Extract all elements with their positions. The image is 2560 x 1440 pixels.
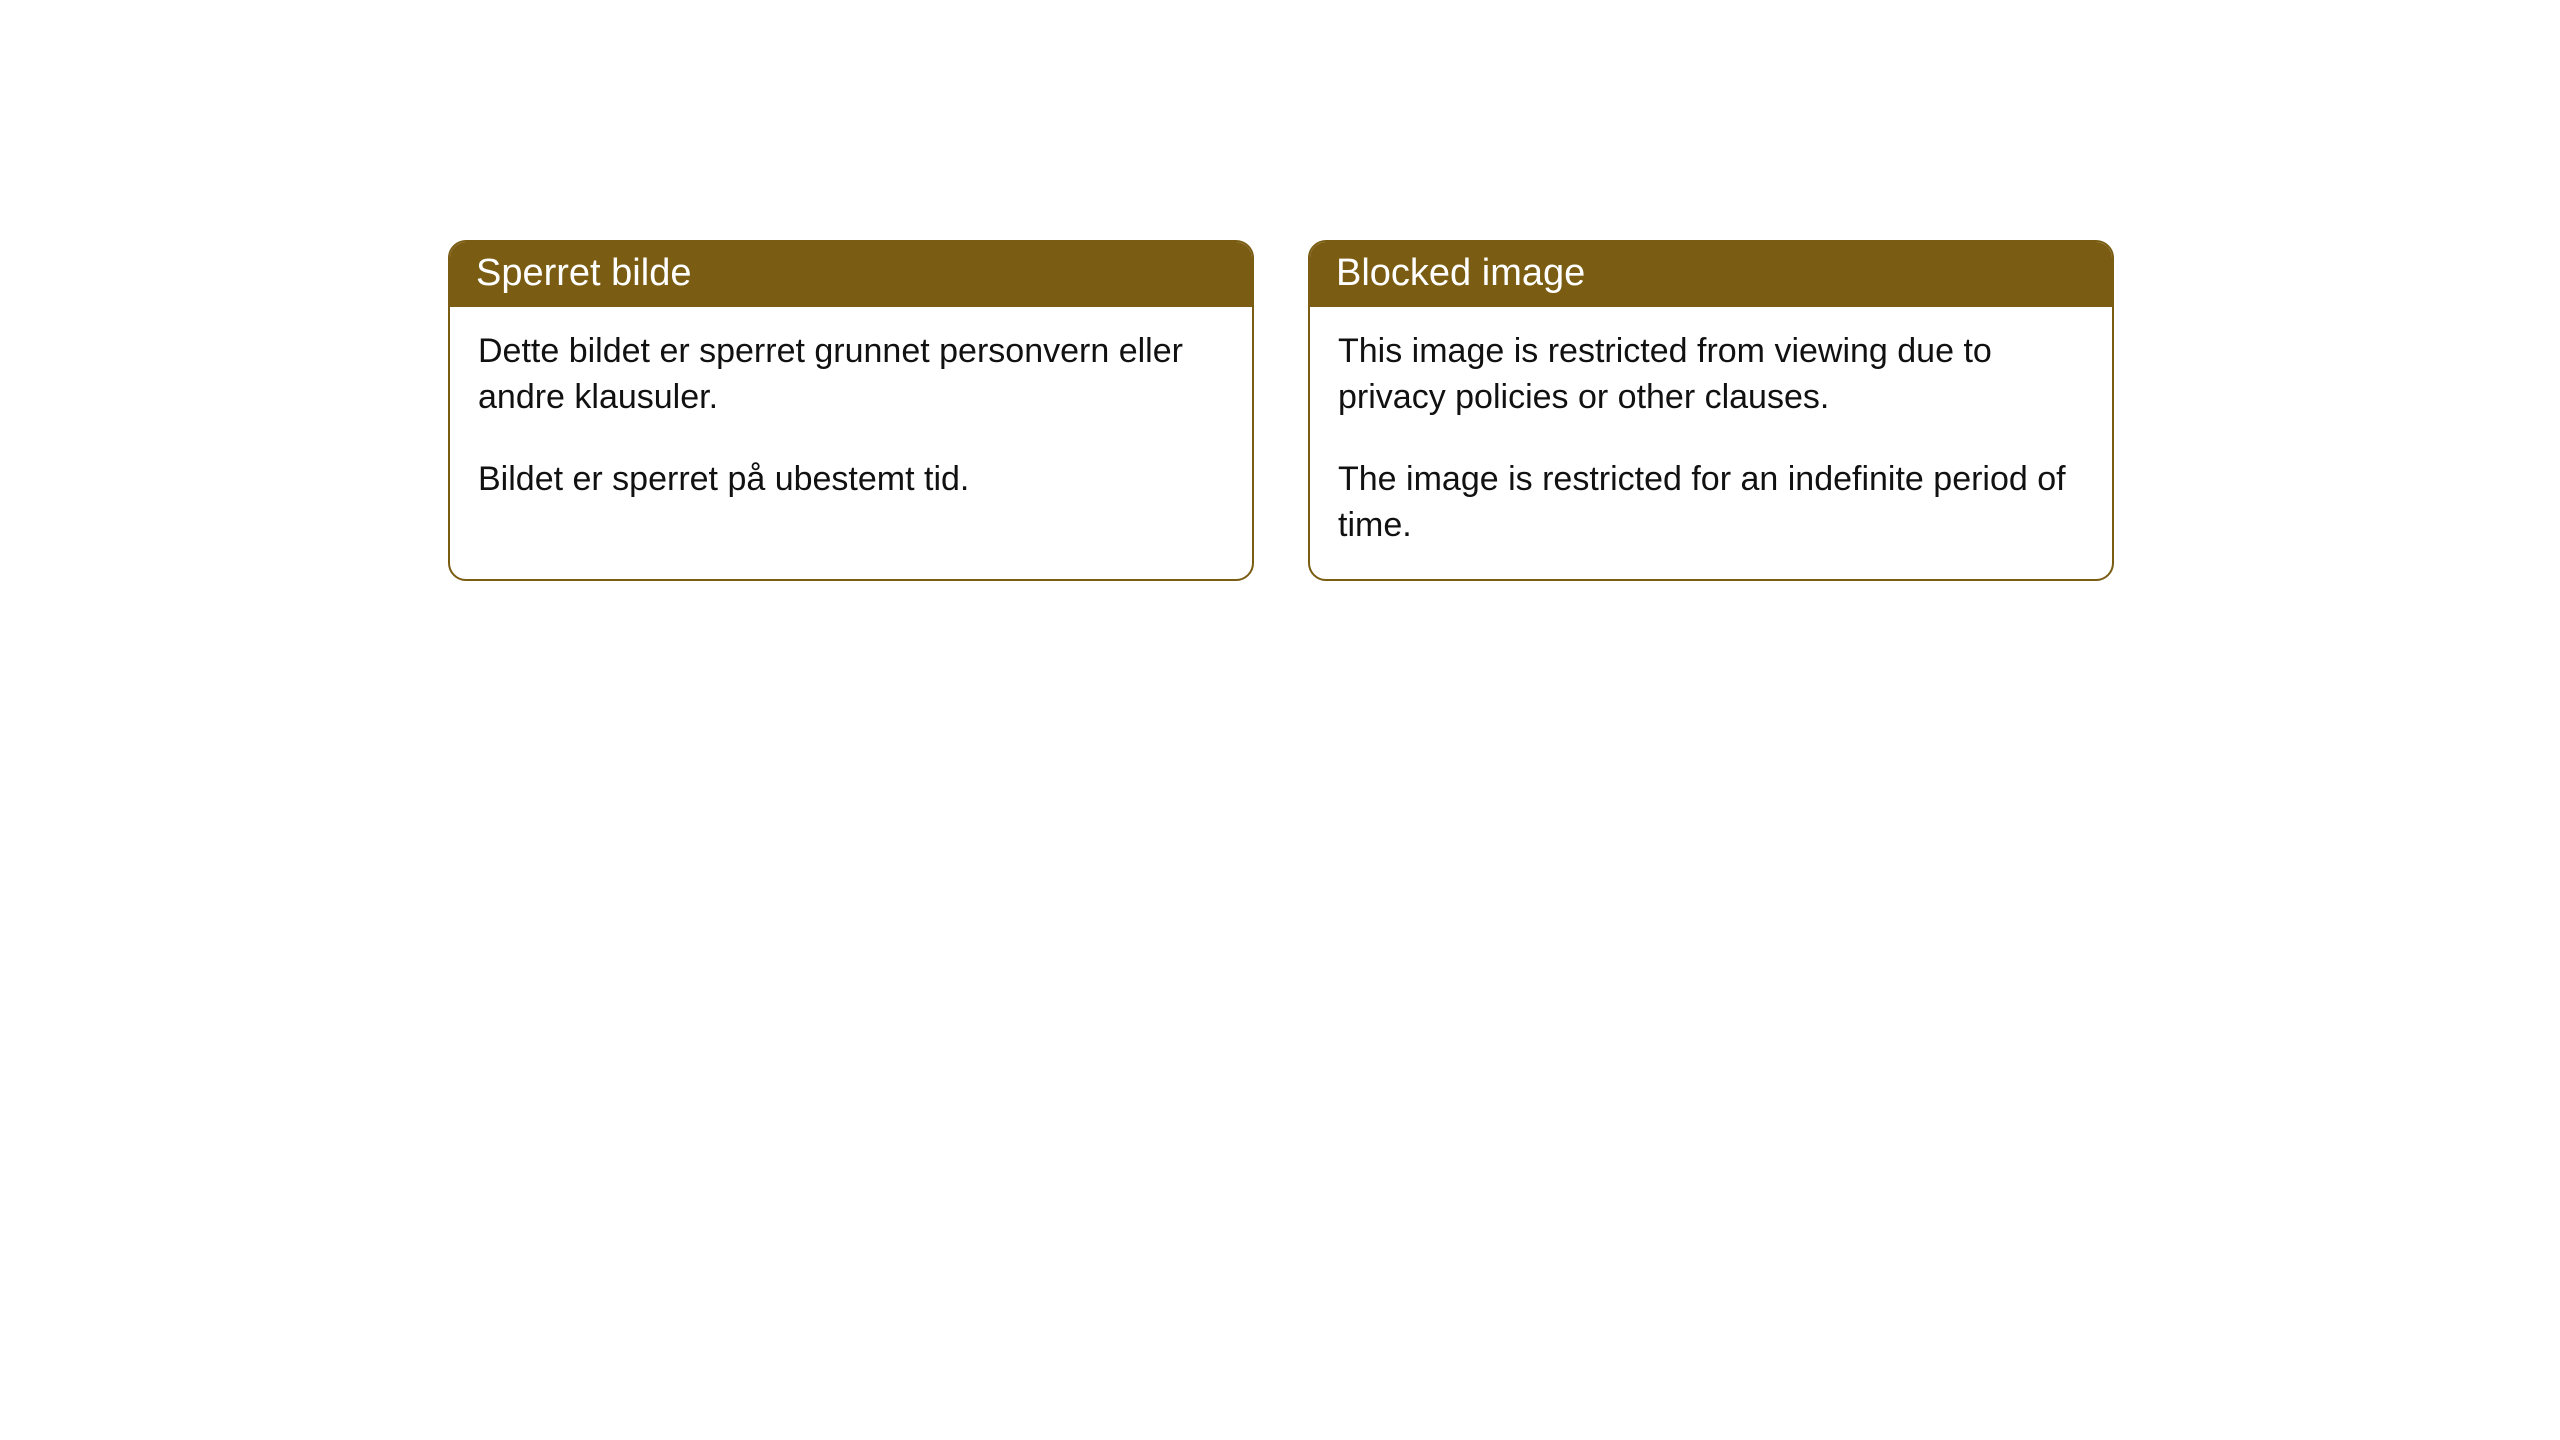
notice-text-en-2: The image is restricted for an indefinit…	[1338, 457, 2084, 549]
notice-text-nb-2: Bildet er sperret på ubestemt tid.	[478, 457, 1224, 503]
notice-text-nb-1: Dette bildet er sperret grunnet personve…	[478, 329, 1224, 421]
notice-card-container: Sperret bilde Dette bildet er sperret gr…	[0, 0, 2560, 581]
notice-card-en: Blocked image This image is restricted f…	[1308, 240, 2114, 581]
notice-card-title-en: Blocked image	[1310, 242, 2112, 307]
notice-card-body-nb: Dette bildet er sperret grunnet personve…	[450, 307, 1252, 533]
notice-text-en-1: This image is restricted from viewing du…	[1338, 329, 2084, 421]
notice-card-body-en: This image is restricted from viewing du…	[1310, 307, 2112, 579]
notice-card-title-nb: Sperret bilde	[450, 242, 1252, 307]
notice-card-nb: Sperret bilde Dette bildet er sperret gr…	[448, 240, 1254, 581]
